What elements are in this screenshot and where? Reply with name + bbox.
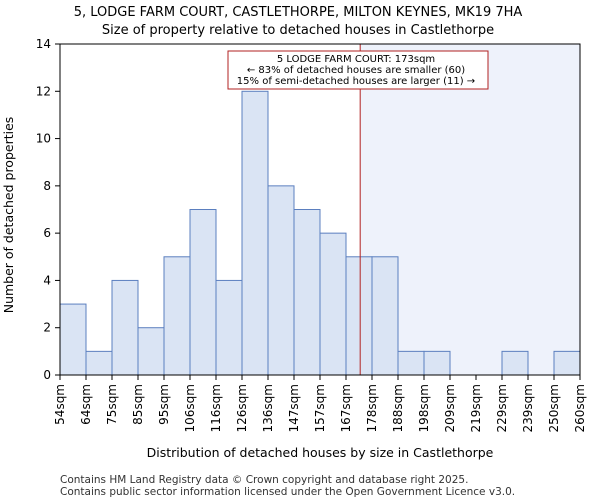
footer-line-1: Contains HM Land Registry data © Crown c… xyxy=(60,474,468,486)
annotation-frame xyxy=(227,50,489,90)
x-tick-label: 188sqm xyxy=(391,384,405,432)
y-tick-label: 4 xyxy=(43,273,51,287)
x-tick-label: 209sqm xyxy=(443,384,457,432)
x-tick-label: 178sqm xyxy=(365,384,379,432)
bar-75sqm xyxy=(111,279,139,376)
x-tick-label: 136sqm xyxy=(261,384,275,432)
x-tick-label: 229sqm xyxy=(495,384,509,432)
x-tick-label: 85sqm xyxy=(131,384,145,425)
y-tick-label: 0 xyxy=(43,368,51,382)
bar-106sqm xyxy=(189,209,217,376)
bar-54sqm xyxy=(59,303,87,376)
chart-title: 5, LODGE FARM COURT, CASTLETHORPE, MILTO… xyxy=(74,5,523,20)
y-tick-label: 12 xyxy=(36,84,51,98)
x-tick-label: 157sqm xyxy=(313,384,327,432)
x-tick-label: 147sqm xyxy=(287,384,301,432)
bar-85sqm xyxy=(137,327,165,376)
footer-line-2: Contains public sector information licen… xyxy=(60,486,515,498)
bar-116sqm xyxy=(215,279,243,376)
plot-area: 0 2 4 6 8 10 12 14 54sqm 64sqm 75sqm 85sqm 95sqm 106… xyxy=(36,37,587,432)
bar-250sqm xyxy=(553,350,581,376)
y-tick-label: 14 xyxy=(36,37,51,51)
x-tick-label: 219sqm xyxy=(469,384,483,432)
y-axis-label: Number of detached properties xyxy=(1,117,16,314)
x-tick-label: 95sqm xyxy=(157,384,171,425)
bar-188sqm xyxy=(397,350,425,376)
x-tick-label: 106sqm xyxy=(183,384,197,432)
y-tick-label: 10 xyxy=(36,132,51,146)
y-tick-label: 6 xyxy=(43,226,51,240)
x-tick-label: 167sqm xyxy=(339,384,353,432)
bars xyxy=(59,90,581,376)
y-axis-ticks: 0 2 4 6 8 10 12 14 xyxy=(36,37,60,382)
x-tick-label: 250sqm xyxy=(547,384,561,432)
annotation-line-3: 15% of semi-detached houses are larger (… xyxy=(237,76,475,87)
annotation-box: 5 LODGE FARM COURT: 173sqm ← 83% of deta… xyxy=(227,50,489,90)
bar-167sqm xyxy=(345,256,373,376)
bar-198sqm xyxy=(423,350,451,376)
bar-157sqm xyxy=(319,232,347,376)
x-tick-label: 239sqm xyxy=(521,384,535,432)
x-tick-label: 54sqm xyxy=(53,384,67,425)
bar-95sqm xyxy=(163,256,191,376)
x-tick-label: 64sqm xyxy=(79,384,93,425)
x-tick-label: 75sqm xyxy=(105,384,119,425)
x-tick-label: 198sqm xyxy=(417,384,431,432)
annotation-line-2: ← 83% of detached houses are smaller (60… xyxy=(247,65,465,76)
x-tick-label: 260sqm xyxy=(573,384,587,432)
bar-147sqm xyxy=(293,209,321,376)
y-tick-label: 8 xyxy=(43,179,51,193)
bar-229sqm xyxy=(501,350,529,376)
chart-subtitle: Size of property relative to detached ho… xyxy=(102,23,494,38)
x-axis-label: Distribution of detached houses by size … xyxy=(147,445,494,460)
y-tick-label: 2 xyxy=(43,321,51,335)
annotation-line-1: 5 LODGE FARM COURT: 173sqm xyxy=(277,54,435,65)
bar-136sqm xyxy=(267,185,295,376)
x-tick-label: 116sqm xyxy=(209,384,223,432)
x-axis-ticks: 54sqm 64sqm 75sqm 85sqm 95sqm 106sqm 116sqm 126… xyxy=(53,375,587,432)
bar-178sqm xyxy=(371,256,399,376)
bar-64sqm xyxy=(85,350,113,376)
bar-126sqm xyxy=(241,90,269,376)
x-tick-label: 126sqm xyxy=(235,384,249,432)
